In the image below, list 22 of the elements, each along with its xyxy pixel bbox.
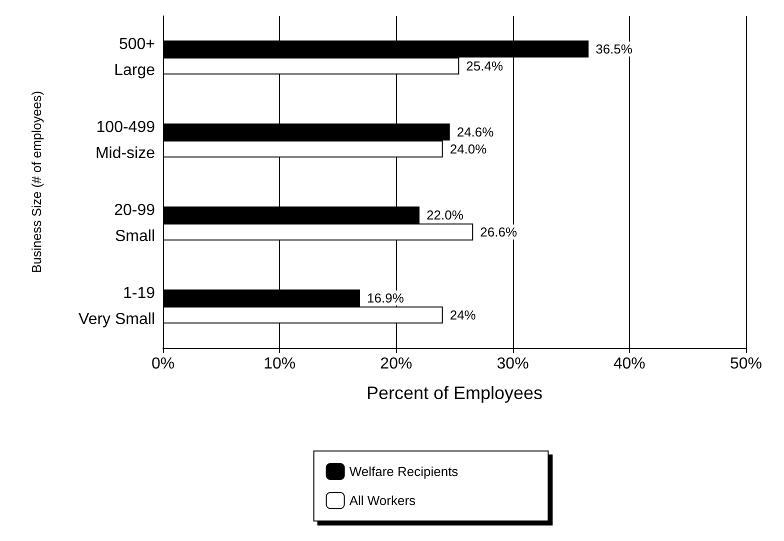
y-tick-label: 1-19 Very Small bbox=[78, 285, 156, 328]
data-label: 24.6% bbox=[456, 124, 494, 140]
x-tick-label: 20% bbox=[380, 356, 412, 372]
y-axis-title: Business Size (# of employees) bbox=[29, 90, 44, 274]
x-tick-label: 40% bbox=[613, 356, 646, 372]
legend-label: All Workers bbox=[349, 493, 416, 508]
data-label: 24.0% bbox=[450, 142, 488, 156]
y-tick-label: 20-99 Small bbox=[114, 202, 156, 245]
x-tick-label: 50% bbox=[730, 356, 762, 372]
x-tick-label: 30% bbox=[496, 356, 529, 372]
data-label: 25.4% bbox=[466, 58, 504, 74]
data-label: 26.6% bbox=[480, 224, 518, 240]
x-tick-label: 0% bbox=[151, 356, 175, 372]
y-tick-label: 100-499 Mid-size bbox=[95, 119, 156, 162]
data-label: 24% bbox=[450, 308, 476, 322]
y-tick-label: 500+ Large bbox=[114, 36, 156, 79]
x-tick-label: 10% bbox=[264, 356, 296, 372]
data-label: 16.9% bbox=[367, 290, 404, 306]
data-label: 22.0% bbox=[426, 208, 464, 222]
x-axis-title: Percent of Employees bbox=[366, 383, 543, 403]
data-label: 36.5% bbox=[596, 42, 633, 56]
legend-label: Welfare Recipients bbox=[349, 464, 459, 479]
